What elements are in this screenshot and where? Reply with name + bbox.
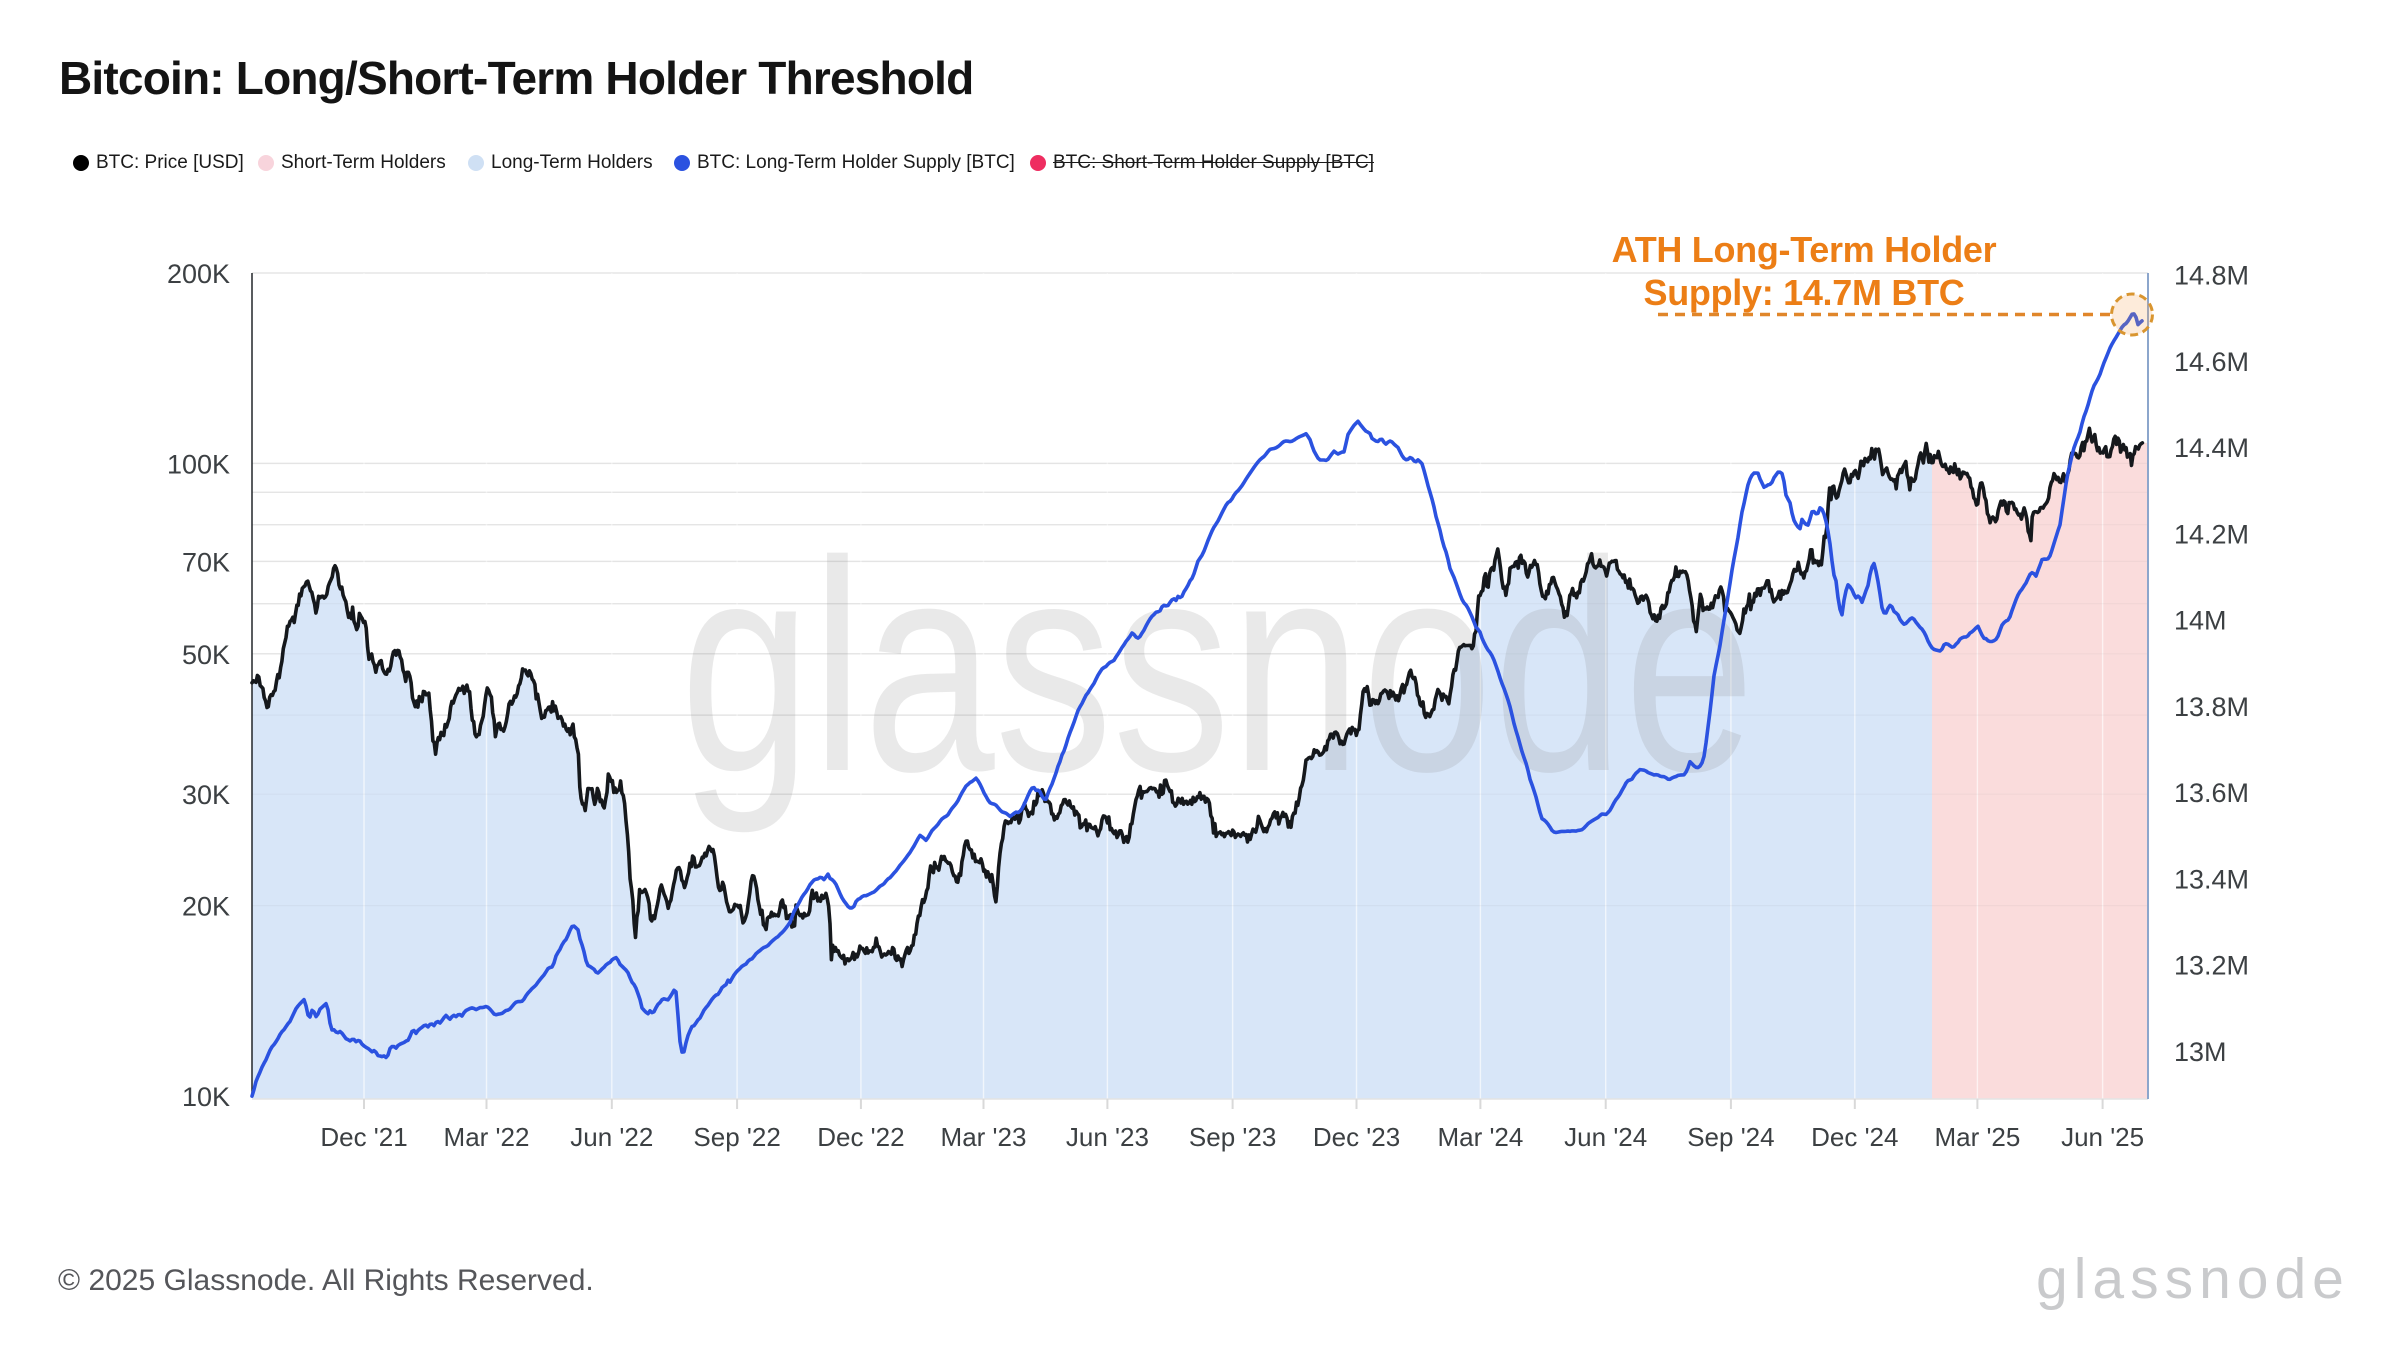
svg-text:13.4M: 13.4M <box>2174 864 2249 894</box>
svg-text:Dec '24: Dec '24 <box>1811 1122 1898 1152</box>
svg-text:200K: 200K <box>167 259 230 289</box>
svg-text:10K: 10K <box>182 1082 230 1112</box>
svg-text:Sep '24: Sep '24 <box>1687 1122 1774 1152</box>
svg-text:14M: 14M <box>2174 606 2227 636</box>
svg-text:13.6M: 13.6M <box>2174 778 2249 808</box>
svg-text:13.8M: 13.8M <box>2174 692 2249 722</box>
svg-text:Mar '22: Mar '22 <box>444 1122 530 1152</box>
svg-text:glassnode: glassnode <box>680 500 1755 836</box>
svg-text:13M: 13M <box>2174 1037 2227 1067</box>
svg-text:100K: 100K <box>167 449 230 479</box>
svg-text:Dec '22: Dec '22 <box>817 1122 904 1152</box>
svg-text:Jun '25: Jun '25 <box>2061 1122 2144 1152</box>
svg-text:14.2M: 14.2M <box>2174 519 2249 549</box>
svg-text:Mar '23: Mar '23 <box>941 1122 1027 1152</box>
svg-text:Sep '22: Sep '22 <box>693 1122 780 1152</box>
svg-text:50K: 50K <box>182 640 230 670</box>
svg-text:20K: 20K <box>182 892 230 922</box>
svg-text:70K: 70K <box>182 547 230 577</box>
svg-text:Dec '21: Dec '21 <box>320 1122 407 1152</box>
svg-text:30K: 30K <box>182 780 230 810</box>
svg-text:14.8M: 14.8M <box>2174 261 2249 291</box>
svg-text:Supply: 14.7M BTC: Supply: 14.7M BTC <box>1644 272 1965 313</box>
svg-text:14.4M: 14.4M <box>2174 433 2249 463</box>
svg-text:Mar '24: Mar '24 <box>1437 1122 1523 1152</box>
svg-text:Jun '23: Jun '23 <box>1066 1122 1149 1152</box>
svg-text:Jun '24: Jun '24 <box>1564 1122 1647 1152</box>
svg-text:Sep '23: Sep '23 <box>1189 1122 1276 1152</box>
svg-text:14.6M: 14.6M <box>2174 347 2249 377</box>
svg-text:Mar '25: Mar '25 <box>1934 1122 2020 1152</box>
svg-text:Dec '23: Dec '23 <box>1313 1122 1400 1152</box>
svg-text:13.2M: 13.2M <box>2174 951 2249 981</box>
svg-text:ATH Long-Term Holder: ATH Long-Term Holder <box>1612 229 1997 270</box>
svg-text:Jun '22: Jun '22 <box>570 1122 653 1152</box>
